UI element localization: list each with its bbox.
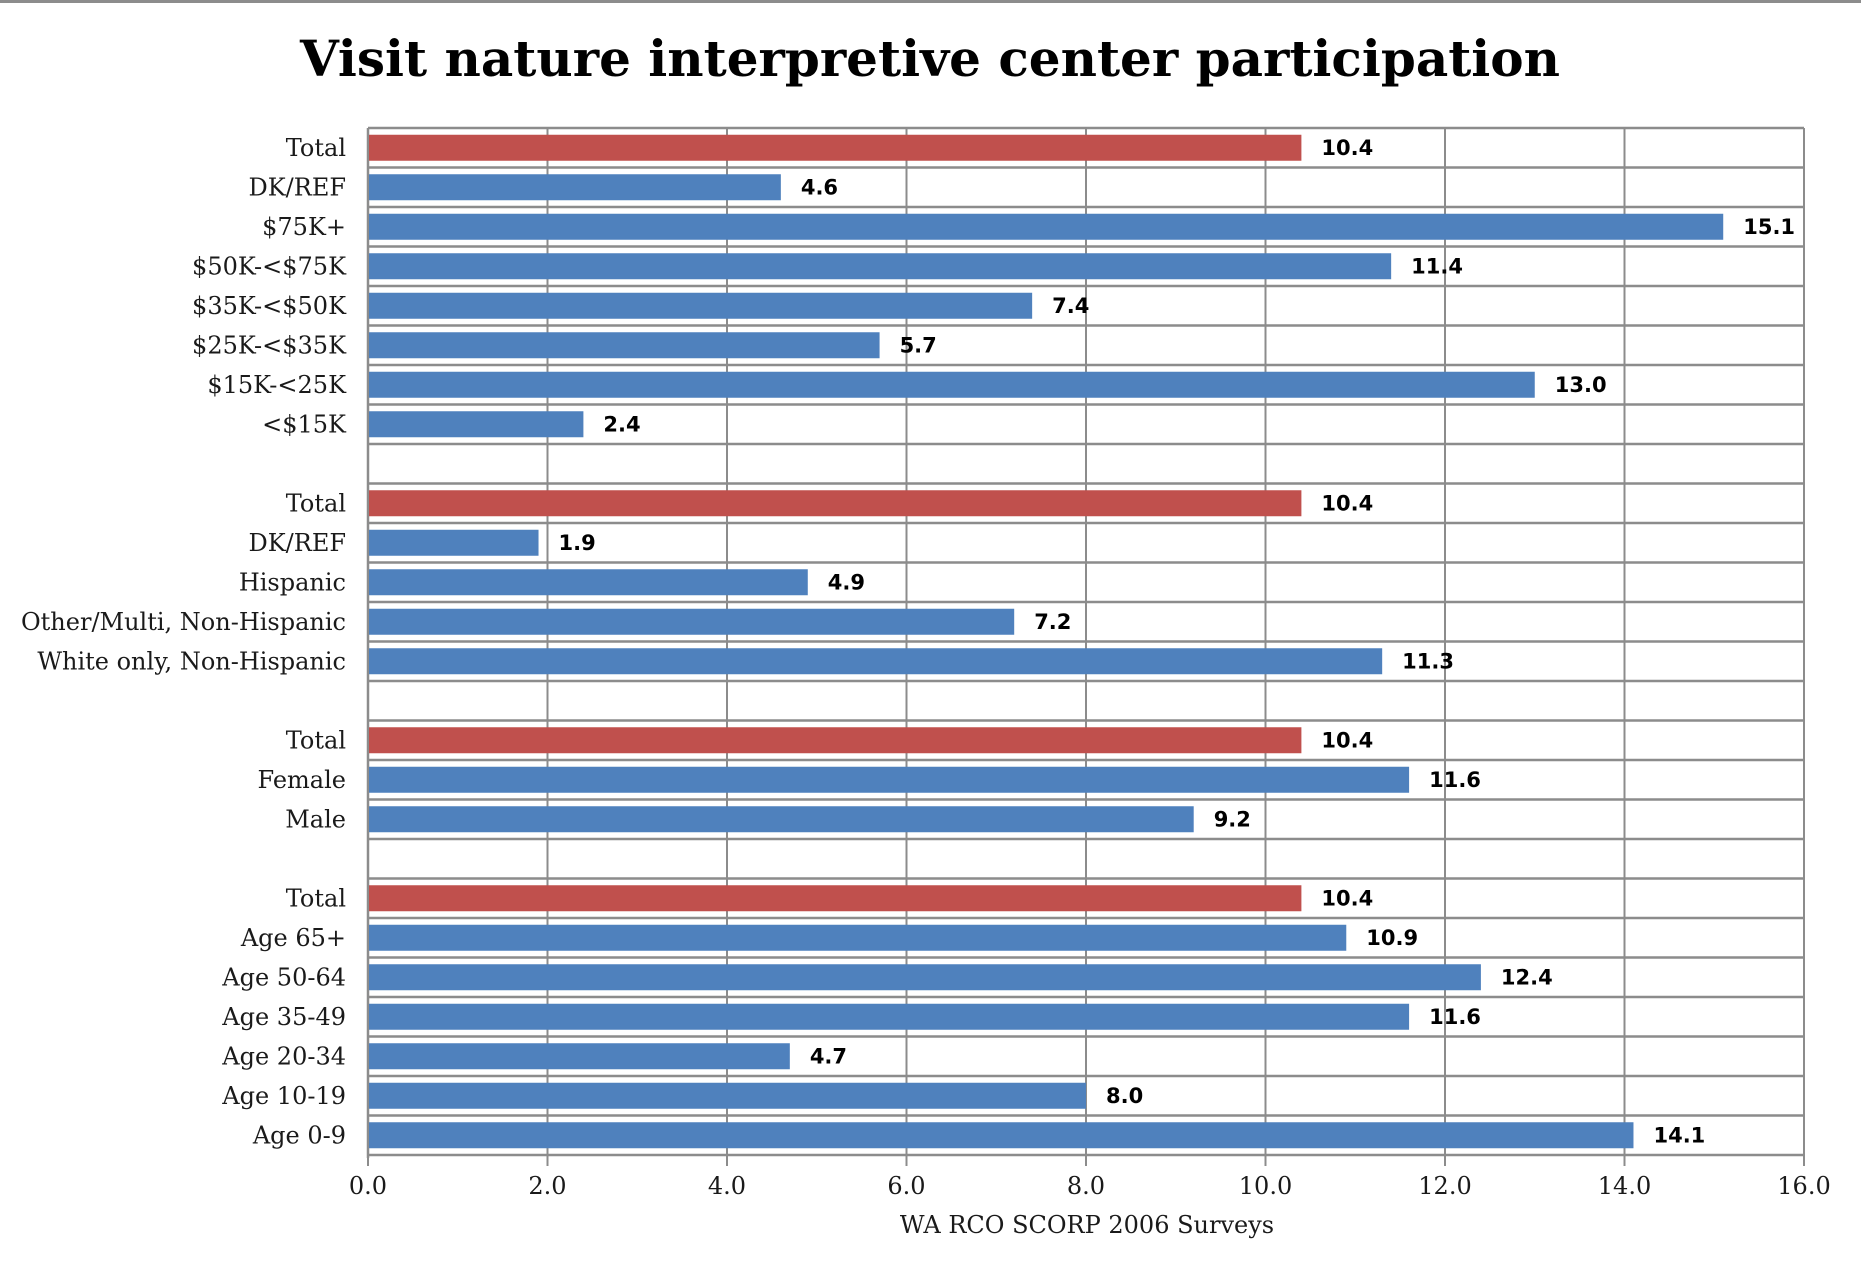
bar [369,253,1392,280]
bar [369,608,1015,635]
bar [369,885,1302,912]
x-tick-label: 0.0 [349,1172,387,1200]
data-label: 4.9 [828,570,865,594]
data-label: 7.4 [1052,294,1089,318]
data-label: 4.6 [801,175,838,199]
category-label: Male [285,805,346,833]
x-tick-label: 8.0 [1067,1172,1105,1200]
category-label: $35K-<$50K [192,292,347,320]
chart-title: Visit nature interpretive center partici… [299,29,1560,88]
value-labels: 10.4 4.6 15.1 11.4 7.4 5.7 13.0 2.4 10.4 1.9 4.9 7.… [559,136,1796,1148]
category-label: Total [286,884,346,912]
data-label: 9.2 [1214,807,1251,831]
category-label: Female [258,766,347,794]
x-tick-label: 4.0 [708,1172,746,1200]
data-label: 12.4 [1501,965,1553,989]
bar [369,134,1302,161]
data-label: 5.7 [900,333,937,357]
bar [369,174,781,201]
bar [369,371,1535,398]
bar [369,569,808,596]
category-label: $25K-<$35K [192,331,347,359]
category-label: $50K-<$75K [192,252,347,280]
data-label: 4.7 [810,1044,847,1068]
category-label: <$15K [262,410,347,438]
data-label: 10.4 [1321,728,1373,752]
bar [369,490,1302,517]
category-label: Other/Multi, Non-Hispanic [21,608,346,636]
data-label: 13.0 [1555,373,1607,397]
bar [369,924,1347,951]
data-label: 11.3 [1402,649,1454,673]
data-label: 14.1 [1653,1123,1705,1147]
x-tick-label: 16.0 [1777,1172,1830,1200]
data-label: 1.9 [559,531,596,555]
category-labels: Total DK/REF $75K+ $50K-<$75K $35K-<$50K $25K… [21,134,347,1150]
category-label: DK/REF [249,529,347,557]
data-label: 10.4 [1321,491,1373,515]
category-label: Total [286,726,346,754]
data-label: 11.4 [1411,254,1463,278]
category-label: Hispanic [239,568,346,596]
bar [369,1122,1634,1149]
bar [369,1003,1410,1030]
category-label: Age 50-64 [221,963,346,991]
data-label: 10.9 [1366,926,1418,950]
bar [369,411,584,438]
bar [369,806,1194,833]
bar [369,964,1481,991]
bar [369,727,1302,754]
category-label: Age 65+ [240,924,346,952]
bars [369,134,1724,1149]
x-tick-label: 12.0 [1418,1172,1471,1200]
category-label: DK/REF [249,173,347,201]
category-label: Age 10-19 [221,1082,346,1110]
data-label: 11.6 [1429,1005,1481,1029]
bar [369,529,539,556]
top-rule [0,0,1861,3]
data-label: 10.4 [1321,136,1373,160]
bar [369,648,1383,675]
category-label: $15K-<25K [207,371,347,399]
x-tick-label: 14.0 [1598,1172,1651,1200]
category-label: Total [286,489,346,517]
x-tick-label: 6.0 [887,1172,925,1200]
category-label: Age 20-34 [221,1042,346,1070]
bar [369,1082,1086,1109]
category-label: Age 0-9 [252,1121,346,1149]
bar [369,766,1410,793]
bar [369,292,1033,319]
data-label: 10.4 [1321,886,1373,910]
data-label: 15.1 [1743,215,1795,239]
x-tick-label: 10.0 [1239,1172,1292,1200]
data-label: 7.2 [1034,610,1071,634]
data-label: 11.6 [1429,768,1481,792]
x-axis-title: WA RCO SCORP 2006 Surveys [900,1211,1274,1239]
category-label: $75K+ [262,213,346,241]
data-label: 8.0 [1106,1084,1143,1108]
x-tick-label: 2.0 [528,1172,566,1200]
category-label: Total [286,134,346,162]
category-label: White only, Non-Hispanic [37,647,346,675]
bar [369,332,880,359]
x-axis-ticks: 0.0 2.0 4.0 6.0 8.0 10.0 12.0 14.0 16.0 [349,1172,1831,1200]
data-label: 2.4 [603,412,640,436]
bar [369,1043,790,1070]
category-label: Age 35-49 [221,1003,346,1031]
bar [369,213,1724,240]
